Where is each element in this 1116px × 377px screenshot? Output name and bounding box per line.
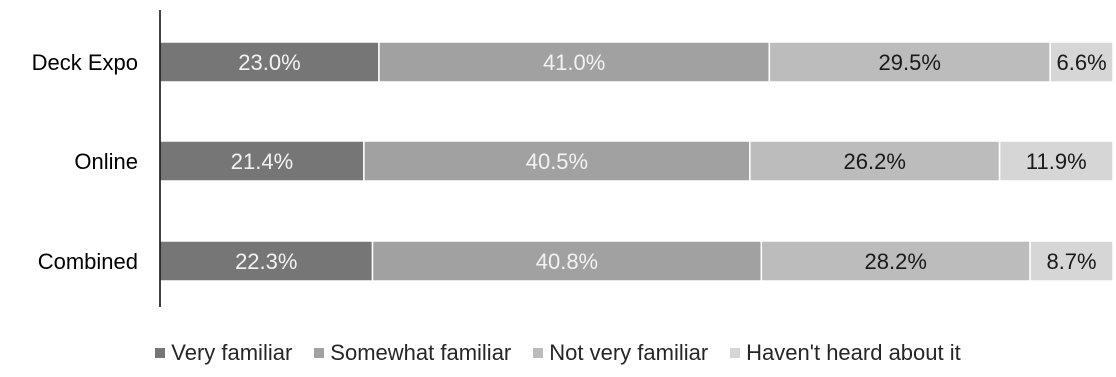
bar-deck-expo-not-very-familiar	[768, 41, 1051, 83]
data-label-deck-expo-not-very-familiar: 29.5%	[879, 50, 941, 75]
stacked-bar-chart: 23.0% 41.0% 29.5% 6.6% Deck Expo 21.4% 40.5% 26…	[32, 10, 1114, 307]
legend-swatch-very-familiar	[155, 348, 166, 358]
legend-label-not-very-familiar: Not very familiar	[549, 340, 709, 365]
data-label-online-very-familiar: 21.4%	[231, 149, 293, 174]
data-label-online-somewhat-familiar: 40.5%	[526, 149, 588, 174]
legend-swatch-somewhat-familiar	[314, 348, 325, 358]
bar-combined-havent-heard	[1029, 240, 1114, 282]
data-label-combined-not-very-familiar: 28.2%	[865, 249, 927, 274]
bar-deck-expo-havent-heard	[1049, 41, 1114, 83]
legend-label-somewhat-familiar: Somewhat familiar	[330, 340, 512, 365]
legend-item-very-familiar: Very familiar	[155, 340, 292, 366]
legend-swatch-not-very-familiar	[533, 348, 544, 358]
bar-combined-somewhat-familiar	[371, 240, 763, 282]
data-label-deck-expo-very-familiar: 23.0%	[238, 50, 300, 75]
legend-label-very-familiar: Very familiar	[171, 340, 293, 365]
category-label-combined: Combined	[38, 249, 138, 274]
legend-item-not-very-familiar: Not very familiar	[533, 340, 708, 366]
bar-online-not-very-familiar	[749, 140, 1001, 182]
legend-label-havent-heard: Haven't heard about it	[746, 340, 961, 365]
category-label-online: Online	[74, 149, 138, 174]
legend-item-havent-heard: Haven't heard about it	[730, 340, 961, 366]
bar-deck-expo-very-familiar	[159, 41, 380, 83]
data-label-combined-somewhat-familiar: 40.8%	[536, 249, 598, 274]
data-label-deck-expo-somewhat-familiar: 41.0%	[543, 50, 605, 75]
data-label-combined-havent-heard: 8.7%	[1046, 249, 1096, 274]
data-label-online-not-very-familiar: 26.2%	[844, 149, 906, 174]
legend-swatch-havent-heard	[730, 348, 741, 358]
data-label-deck-expo-havent-heard: 6.6%	[1057, 50, 1107, 75]
bar-deck-expo-somewhat-familiar	[378, 41, 771, 83]
bar-online-very-familiar	[159, 140, 365, 182]
legend: Very familiar Somewhat familiar Not very…	[0, 340, 1116, 366]
category-label-deck-expo: Deck Expo	[32, 50, 138, 75]
bar-online-somewhat-familiar	[363, 140, 751, 182]
data-label-combined-very-familiar: 22.3%	[235, 249, 297, 274]
data-label-online-havent-heard: 11.9%	[1026, 149, 1087, 174]
legend-item-somewhat-familiar: Somewhat familiar	[314, 340, 511, 366]
bar-online-havent-heard	[998, 140, 1114, 182]
